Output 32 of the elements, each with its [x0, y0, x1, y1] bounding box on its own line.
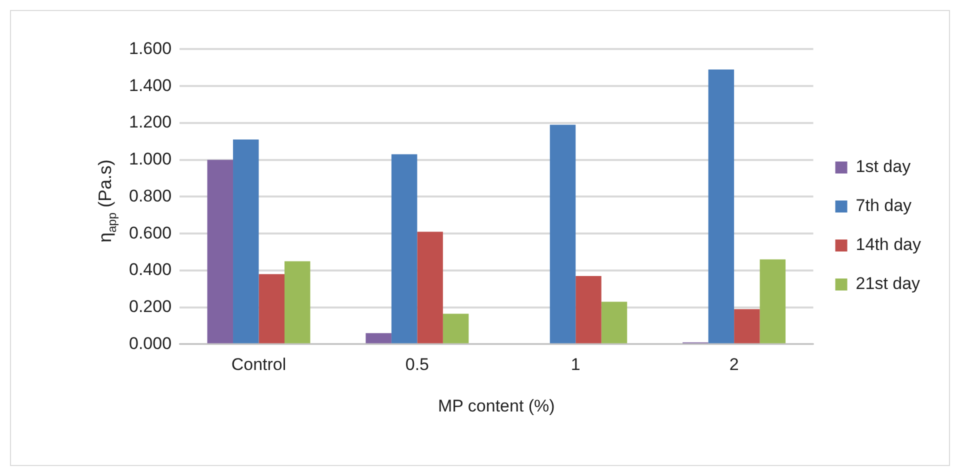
y-tick-label: 0.000: [128, 334, 172, 353]
bar: [442, 314, 469, 344]
y-tick-label: 1.000: [128, 150, 172, 169]
legend-label: 7th day: [856, 196, 912, 216]
bar: [284, 261, 310, 344]
bar: [576, 276, 602, 344]
bar: [391, 154, 418, 344]
y-tick-label: 0.400: [128, 260, 172, 280]
x-tick-label: 0.5: [405, 355, 430, 374]
bar: [233, 140, 259, 344]
bar: [366, 333, 392, 344]
bar: [550, 124, 576, 344]
x-tick-label: 1: [570, 355, 580, 374]
legend-label: 14th day: [856, 235, 922, 254]
bar: [417, 232, 443, 344]
x-axis-title: MP content (%): [438, 396, 555, 416]
bar: [601, 302, 628, 344]
y-tick-label: 1.600: [128, 38, 172, 58]
bar: [734, 309, 760, 344]
bar: [207, 160, 234, 344]
x-tick-label: Control: [231, 355, 286, 374]
legend-label: 21st day: [856, 274, 921, 294]
y-tick-label: 1.200: [128, 112, 172, 132]
y-tick-label: 1.400: [128, 76, 172, 95]
y-tick-label: 0.600: [128, 223, 172, 242]
y-tick-label: 0.800: [128, 186, 172, 206]
bar: [760, 259, 786, 344]
bar: [258, 274, 285, 344]
y-tick-label: 0.200: [128, 297, 172, 316]
x-tick-label: 2: [729, 355, 739, 374]
bar: [708, 69, 734, 344]
legend-label: 1st day: [856, 157, 912, 176]
